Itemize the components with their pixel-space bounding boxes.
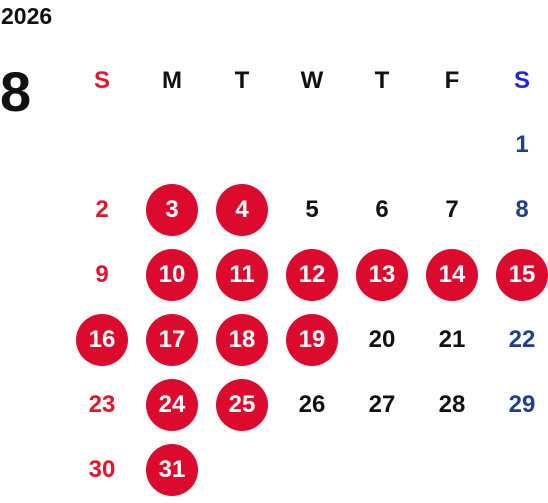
empty-day-cell <box>347 112 417 177</box>
marked-day-number: 3 <box>146 183 198 236</box>
day-cell[interactable]: 9 <box>67 242 137 307</box>
day-cell[interactable]: 18 <box>207 307 277 372</box>
year-label: 2026 <box>1 3 53 29</box>
day-cell[interactable]: 2 <box>67 177 137 242</box>
day-cell[interactable]: 25 <box>207 372 277 437</box>
day-number: 8 <box>515 195 529 223</box>
day-number: 6 <box>375 195 389 223</box>
day-cell[interactable]: 14 <box>417 242 487 307</box>
day-cell[interactable]: 29 <box>487 372 548 437</box>
day-cell[interactable]: 15 <box>487 242 548 307</box>
calendar-grid: S M T W T F S 1 2 3 4 5 6 7 8 9 10 11 12 13 14 15 16 17 18 19 20 21… <box>67 50 548 502</box>
day-number: 9 <box>95 260 109 288</box>
day-number: 28 <box>438 390 466 418</box>
day-cell[interactable]: 23 <box>67 372 137 437</box>
day-number: 7 <box>445 195 459 223</box>
weekday-header: F <box>444 67 460 94</box>
day-cell[interactable]: 13 <box>347 242 417 307</box>
weekday-header: W <box>300 67 324 94</box>
marked-day-number: 31 <box>146 443 198 496</box>
weekday-header: T <box>374 67 390 94</box>
empty-day-cell <box>417 112 487 177</box>
day-number: 22 <box>508 325 536 353</box>
marked-day-number: 12 <box>286 248 338 301</box>
marked-day-number: 14 <box>426 248 478 301</box>
marked-day-number: 10 <box>146 248 198 301</box>
weekday-header: S <box>93 67 110 94</box>
day-cell[interactable]: 30 <box>67 437 137 502</box>
empty-day-cell <box>417 437 487 502</box>
weekday-header: M <box>162 67 182 94</box>
day-cell[interactable]: 31 <box>137 437 207 502</box>
empty-day-cell <box>67 112 137 177</box>
day-number: 20 <box>368 325 396 353</box>
day-cell[interactable]: 6 <box>347 177 417 242</box>
marked-day-number: 17 <box>146 313 198 366</box>
day-cell[interactable]: 26 <box>277 372 347 437</box>
day-cell[interactable]: 4 <box>207 177 277 242</box>
day-number: 1 <box>515 130 529 158</box>
marked-day-number: 15 <box>496 248 548 301</box>
empty-day-cell <box>137 112 207 177</box>
marked-day-number: 18 <box>216 313 268 366</box>
day-cell[interactable]: 3 <box>137 177 207 242</box>
day-cell[interactable]: 5 <box>277 177 347 242</box>
empty-day-cell <box>207 437 277 502</box>
day-number: 30 <box>88 455 116 483</box>
day-number: 2 <box>95 195 109 223</box>
day-cell[interactable]: 17 <box>137 307 207 372</box>
marked-day-number: 24 <box>146 378 198 431</box>
weekday-header: T <box>234 67 250 94</box>
day-number: 21 <box>438 325 466 353</box>
empty-day-cell <box>277 112 347 177</box>
weekday-header: S <box>513 67 530 94</box>
day-cell[interactable]: 27 <box>347 372 417 437</box>
day-number: 23 <box>88 390 116 418</box>
day-cell[interactable]: 19 <box>277 307 347 372</box>
marked-day-number: 25 <box>216 378 268 431</box>
day-cell[interactable]: 7 <box>417 177 487 242</box>
day-number: 26 <box>298 390 326 418</box>
day-cell[interactable]: 24 <box>137 372 207 437</box>
empty-day-cell <box>207 112 277 177</box>
marked-day-number: 16 <box>76 313 128 366</box>
day-cell[interactable]: 11 <box>207 242 277 307</box>
empty-day-cell <box>487 437 548 502</box>
day-cell[interactable]: 1 <box>487 112 548 177</box>
day-cell[interactable]: 16 <box>67 307 137 372</box>
month-label: 8 <box>0 60 32 123</box>
marked-day-number: 11 <box>216 248 268 301</box>
day-cell[interactable]: 8 <box>487 177 548 242</box>
day-cell[interactable]: 22 <box>487 307 548 372</box>
day-number: 27 <box>368 390 396 418</box>
day-number: 5 <box>305 195 319 223</box>
marked-day-number: 13 <box>356 248 408 301</box>
day-cell[interactable]: 21 <box>417 307 487 372</box>
marked-day-number: 19 <box>286 313 338 366</box>
marked-day-number: 4 <box>216 183 268 236</box>
day-cell[interactable]: 28 <box>417 372 487 437</box>
empty-day-cell <box>277 437 347 502</box>
day-cell[interactable]: 10 <box>137 242 207 307</box>
day-cell[interactable]: 12 <box>277 242 347 307</box>
day-number: 29 <box>508 390 536 418</box>
empty-day-cell <box>347 437 417 502</box>
day-cell[interactable]: 20 <box>347 307 417 372</box>
